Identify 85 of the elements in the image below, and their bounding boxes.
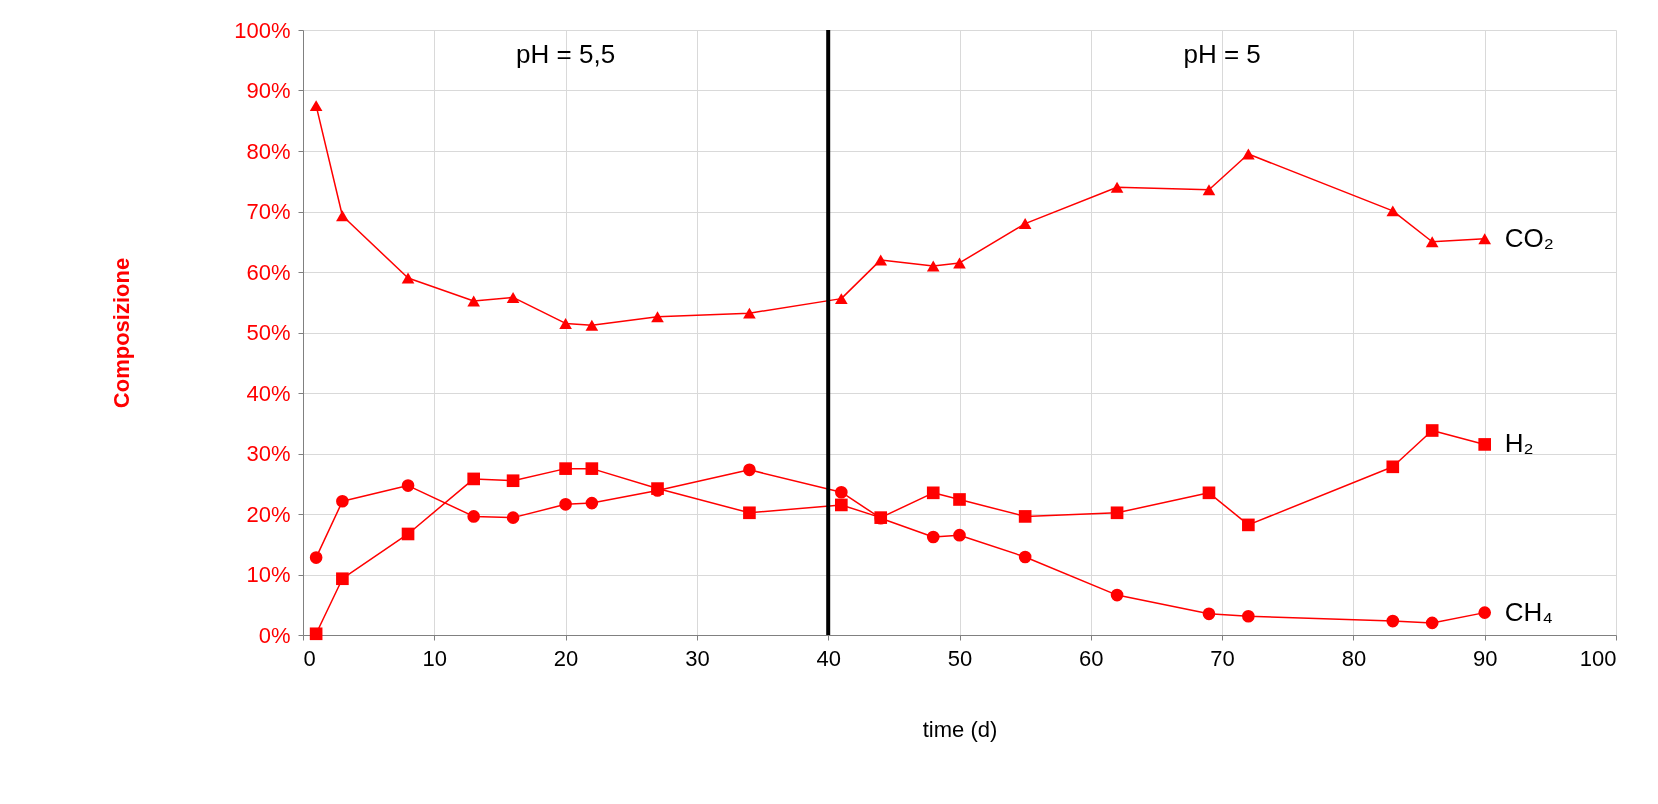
series-label: CH₄ [1504,596,1553,627]
y-tick-label: 90% [246,78,291,103]
point [1242,518,1255,532]
y-tick-label: 80% [246,138,291,164]
point [1478,233,1492,245]
point [1386,205,1400,217]
point [559,498,572,511]
point [1386,460,1400,474]
point [1018,550,1032,564]
point [401,527,415,541]
point [1386,614,1400,628]
point [1110,181,1124,193]
point [1018,510,1032,523]
y-tick-label: 20% [246,501,291,527]
x-tick-label: 30 [685,645,710,671]
y-tick-label: 0% [258,622,291,648]
point [743,307,756,319]
x-tick-label: 20 [553,645,579,671]
annotation: pH = 5 [1183,39,1261,69]
point [506,511,520,524]
point [835,485,848,499]
point [467,472,481,486]
y-tick-label: 60% [246,259,291,285]
x-tick-label: 50 [947,645,973,671]
x-tick-label: 100 [1579,645,1617,671]
point [1478,606,1492,619]
point [926,486,940,500]
point [1478,438,1492,451]
point [1202,607,1216,621]
y-tick-label: 100% [234,17,291,43]
point [506,474,520,488]
point [467,510,481,523]
point [1202,486,1216,500]
point [926,530,940,544]
point [953,493,966,506]
point [953,257,966,269]
point [309,627,323,641]
point [506,291,520,303]
point [585,496,599,510]
point [467,295,481,307]
point [926,260,940,272]
point [336,494,349,508]
point [1110,506,1124,520]
point [1242,148,1255,160]
x-tick-label: 70 [1210,645,1235,671]
point [835,293,848,305]
point [874,254,888,266]
point [559,462,572,475]
series-label: CO₂ [1504,222,1554,253]
x-tick-label: 0 [303,645,316,671]
y-tick-label: 10% [246,562,291,587]
point [1202,184,1216,196]
point [559,317,572,329]
point [401,479,415,492]
point [336,210,349,222]
x-tick-label: 40 [816,645,841,671]
point [1110,588,1124,602]
y-tick-label: 50% [246,320,291,345]
y-tick-label: 40% [246,380,291,406]
y-tick-label: 70% [246,199,291,224]
x-axis-title: time (d) [922,716,998,742]
point [1425,616,1439,630]
point [953,528,966,542]
y-axis-title: Composizione [109,257,135,409]
point [743,506,756,520]
point [309,100,323,112]
point [743,463,756,477]
x-tick-label: 60 [1079,645,1104,671]
point [401,272,415,284]
point [1242,609,1255,623]
point [835,498,848,512]
x-tick-label: 10 [422,645,448,671]
annotation: pH = 5,5 [516,39,616,69]
point [1018,218,1032,230]
point [651,311,664,323]
point [309,551,323,564]
x-tick-label: 80 [1341,645,1367,671]
point [585,462,599,475]
point [1425,236,1439,248]
point [1425,424,1439,437]
y-tick-label: 30% [246,441,291,466]
x-tick-label: 90 [1472,645,1498,671]
point [336,572,349,586]
point [585,319,599,331]
series-label: H₂ [1504,428,1534,459]
